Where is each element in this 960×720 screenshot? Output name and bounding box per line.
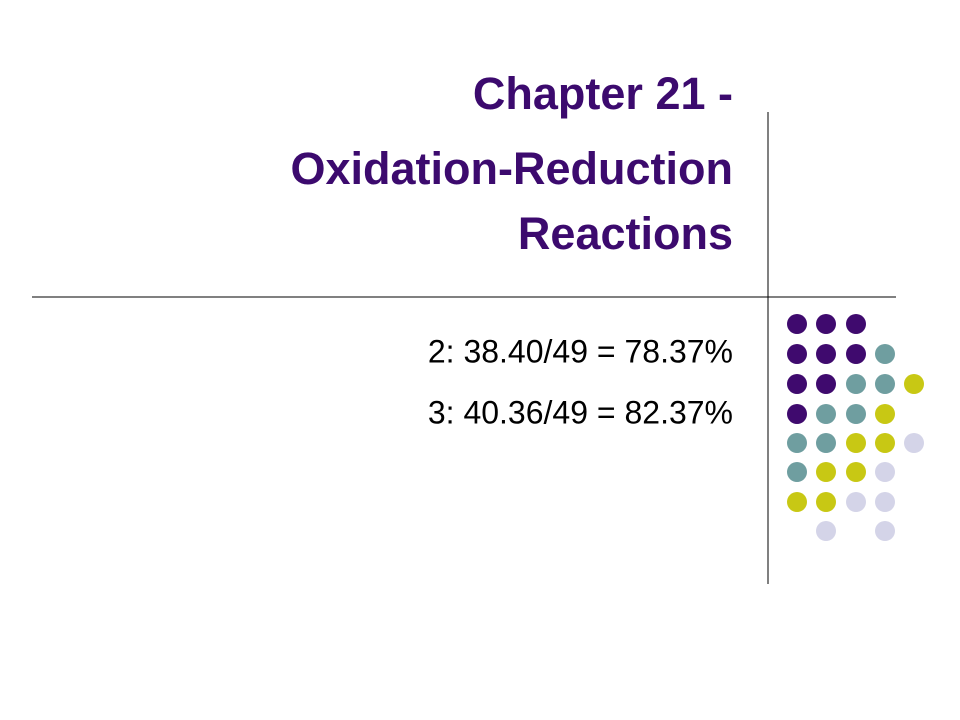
dot <box>875 492 895 512</box>
dot <box>816 344 836 364</box>
dot <box>875 404 895 424</box>
dot <box>846 344 866 364</box>
dot <box>875 433 895 453</box>
dot <box>904 433 924 453</box>
body-line: 3: 40.36/49 = 82.37% <box>428 394 733 430</box>
dot <box>875 344 895 364</box>
dot <box>787 433 807 453</box>
dot <box>816 433 836 453</box>
title-line: Oxidation-Reduction <box>291 143 734 194</box>
dot <box>816 374 836 394</box>
dot <box>846 462 866 482</box>
dot <box>904 374 924 394</box>
dot <box>787 374 807 394</box>
dot <box>846 314 866 334</box>
dot <box>875 374 895 394</box>
dot <box>787 404 807 424</box>
dot <box>816 521 836 541</box>
dot <box>846 404 866 424</box>
dot <box>787 492 807 512</box>
dot <box>787 462 807 482</box>
dot-decoration <box>787 314 924 541</box>
body-line: 2: 38.40/49 = 78.37% <box>428 333 733 369</box>
dot <box>846 433 866 453</box>
dot <box>846 374 866 394</box>
dot <box>875 521 895 541</box>
dot <box>787 344 807 364</box>
dot <box>875 462 895 482</box>
dot <box>846 492 866 512</box>
title-line: Chapter 21 - <box>473 68 733 119</box>
title-line: Reactions <box>518 208 733 259</box>
dot <box>816 462 836 482</box>
dot <box>816 314 836 334</box>
dot <box>816 492 836 512</box>
dot <box>816 404 836 424</box>
dot <box>787 314 807 334</box>
